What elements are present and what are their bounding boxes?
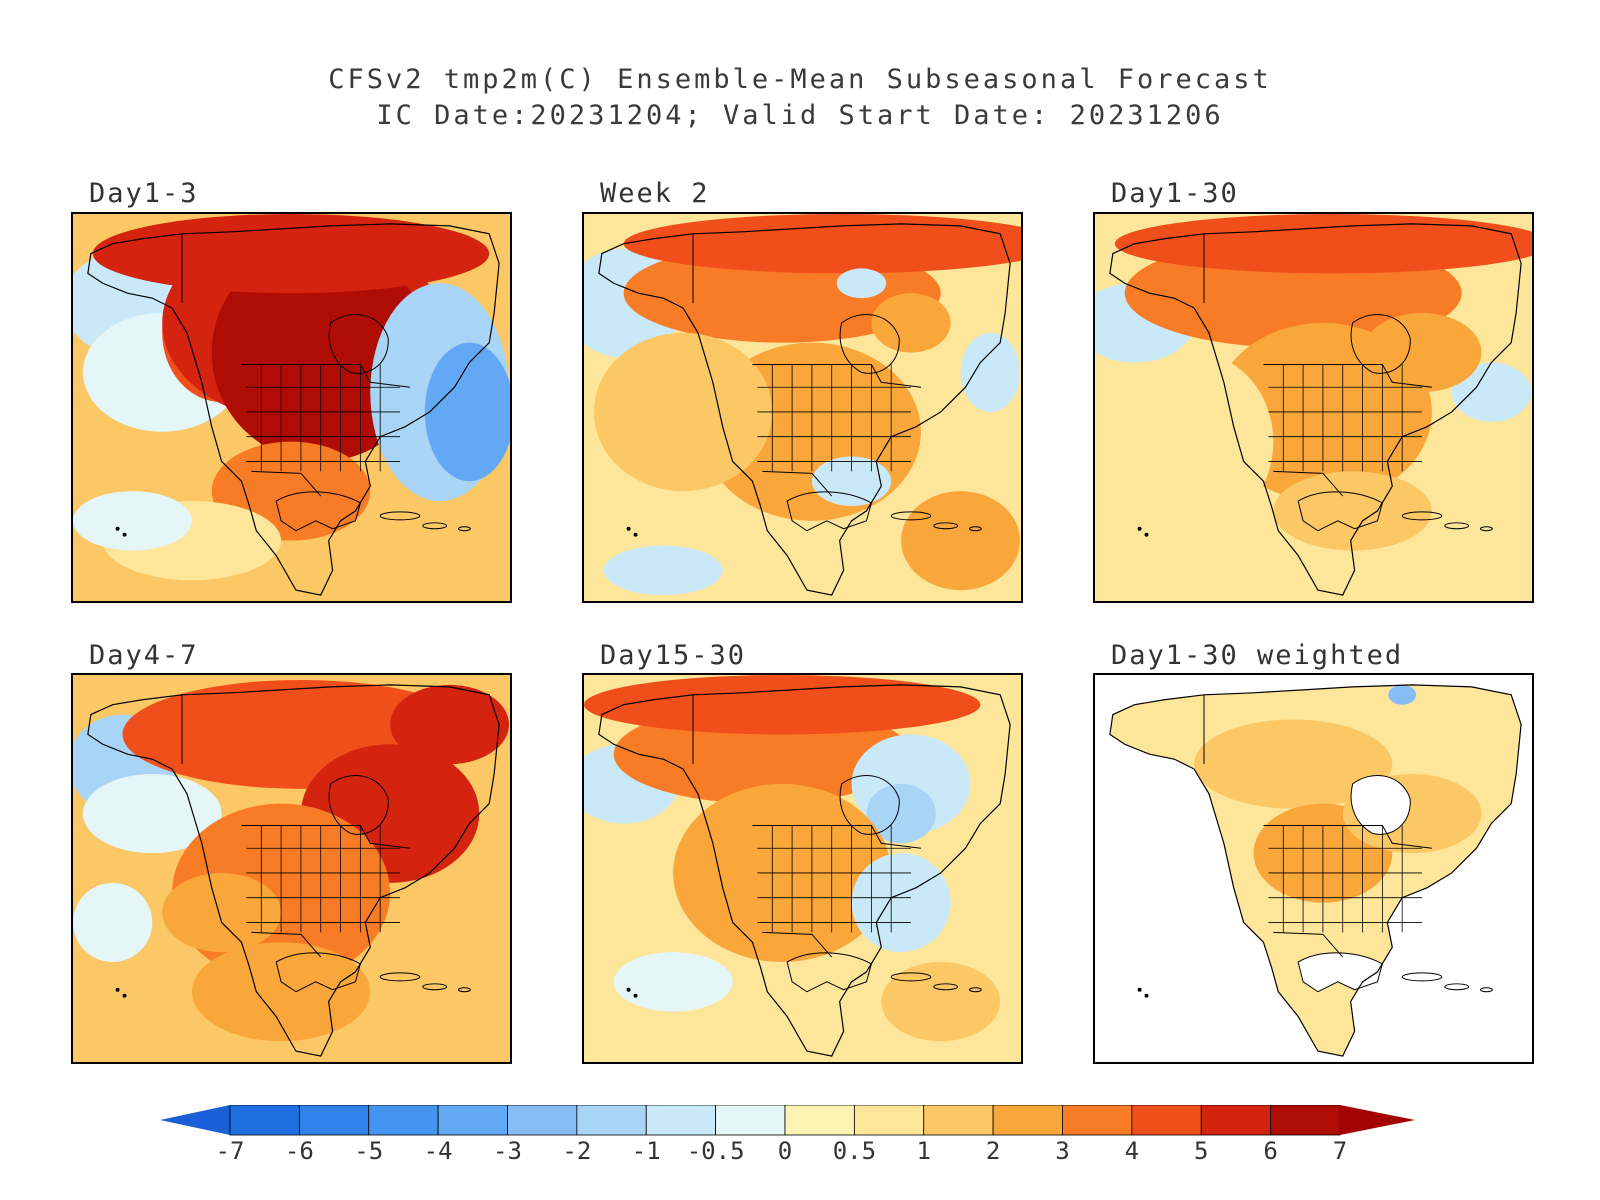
legend-swatch	[1131, 1105, 1202, 1136]
legend-swatch	[507, 1105, 578, 1136]
legend-tick-label: 2	[986, 1137, 1000, 1165]
legend-swatch	[923, 1105, 994, 1136]
legend-tick-label: -1	[632, 1137, 661, 1165]
map-panel-day4-7	[71, 673, 512, 1064]
panel-label-day1-30-weighted: Day1-30 weighted	[1111, 640, 1404, 671]
legend-tick-label: -7	[216, 1137, 245, 1165]
legend-tick-label: 6	[1263, 1137, 1277, 1165]
panel-label-day1-30: Day1-30	[1111, 178, 1239, 209]
legend-tick-label: 5	[1194, 1137, 1208, 1165]
legend-tick-label: -4	[424, 1137, 453, 1165]
legend-tick-label: 3	[1055, 1137, 1069, 1165]
map-panel-day1-30	[1093, 212, 1534, 603]
legend-swatch	[645, 1105, 717, 1136]
legend-swatch	[1270, 1105, 1341, 1136]
legend-tick-label: -2	[562, 1137, 591, 1165]
legend-swatch	[298, 1105, 370, 1136]
panel-label-week2: Week 2	[600, 178, 710, 209]
chart-title: CFSv2 tmp2m(C) Ensemble-Mean Subseasonal…	[328, 64, 1272, 95]
map-panel-day1-30-weighted	[1093, 673, 1534, 1064]
legend-swatch	[715, 1105, 786, 1136]
legend-swatch	[992, 1105, 1063, 1136]
legend-tick-label: 4	[1125, 1137, 1139, 1165]
legend-swatch	[576, 1105, 647, 1136]
color-legend: -7 -6 -5 -4 -3 -2 -1 -0.5 0 0.5 1 2 3 4 5 6 7	[160, 1105, 1415, 1165]
legend-low-arrow	[160, 1105, 230, 1135]
legend-swatch	[1062, 1105, 1133, 1136]
legend-swatch	[784, 1105, 855, 1136]
chart-subtitle: IC Date:20231204; Valid Start Date: 2023…	[376, 100, 1224, 131]
legend-swatch	[853, 1105, 925, 1136]
panel-label-day1-3: Day1-3	[89, 178, 199, 209]
legend-tick-label: 7	[1333, 1137, 1347, 1165]
legend-tick-label: -5	[354, 1137, 383, 1165]
map-panel-week2	[582, 212, 1023, 603]
legend-tick-label: -3	[493, 1137, 522, 1165]
legend-swatch	[437, 1105, 508, 1136]
panel-label-day4-7: Day4-7	[89, 640, 199, 671]
panel-label-day15-30: Day15-30	[600, 640, 747, 671]
legend-tick-label: 0.5	[833, 1137, 876, 1165]
legend-tick-label: -6	[285, 1137, 314, 1165]
legend-swatch	[229, 1105, 300, 1136]
map-panel-day15-30	[582, 673, 1023, 1064]
legend-swatch	[1200, 1105, 1272, 1136]
legend-tick-label: -0.5	[687, 1137, 745, 1165]
legend-high-arrow	[1340, 1105, 1415, 1135]
map-panel-day1-3	[71, 212, 512, 603]
legend-tick-label: 1	[917, 1137, 931, 1165]
legend-swatch	[368, 1105, 439, 1136]
legend-tick-label: 0	[778, 1137, 792, 1165]
